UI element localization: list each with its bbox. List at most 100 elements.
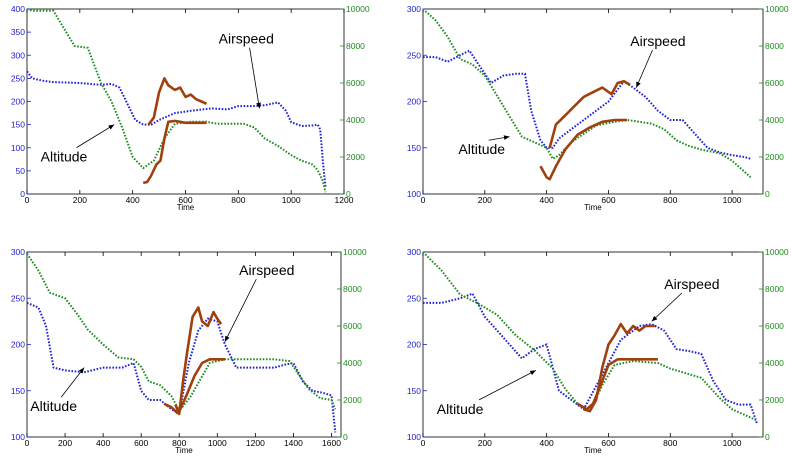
highlight-series-right xyxy=(163,357,225,415)
y-right-tick-label: 4000 xyxy=(343,358,362,368)
x-tick-label: 600 xyxy=(601,195,615,205)
y-left-tick-label: 300 xyxy=(11,50,25,60)
y-left-tick-label: 300 xyxy=(407,4,421,14)
y-right-tick-label: 6000 xyxy=(346,78,365,88)
annotation-arrow xyxy=(488,135,510,141)
y-right-tick-label: 2000 xyxy=(346,152,365,162)
x-axis-label: Time xyxy=(584,446,602,455)
y-right-tick-label: 2000 xyxy=(765,152,784,162)
y-left-tick-label: 250 xyxy=(11,293,25,303)
annotation-arrow xyxy=(76,124,115,148)
x-tick-label: 0 xyxy=(25,195,30,205)
y-left-tick-label: 100 xyxy=(407,432,421,442)
y-left-tick-label: 150 xyxy=(11,120,25,130)
y-right-tick-label: 10000 xyxy=(343,247,367,257)
annotation-label: Airspeed xyxy=(239,262,294,278)
annotation-arrow xyxy=(224,278,257,342)
x-tick-label: 0 xyxy=(421,195,426,205)
y-left-tick-label: 250 xyxy=(11,73,25,83)
y-left-tick-label: 100 xyxy=(11,432,25,442)
annotation-label: Altitude xyxy=(458,141,505,157)
x-tick-label: 1000 xyxy=(723,438,742,448)
annotation-label: Airspeed xyxy=(664,276,719,292)
y-left-tick-label: 100 xyxy=(11,143,25,153)
airspeed-series-left xyxy=(423,49,751,160)
y-right-tick-label: 4000 xyxy=(765,115,784,125)
plot-frame xyxy=(422,8,764,195)
annotation-label: Altitude xyxy=(41,149,88,165)
annotation-arrow xyxy=(635,49,653,88)
x-tick-label: 600 xyxy=(601,438,615,448)
annotation-arrow xyxy=(249,47,261,109)
y-left-tick-label: 150 xyxy=(11,386,25,396)
x-tick-label: 400 xyxy=(540,195,554,205)
panel-2: 0 200 400 600 800 1000 Time 100 150 200 250 300 0 200… xyxy=(407,4,789,212)
y-left-tick-label: 200 xyxy=(407,97,421,107)
x-tick-label: 600 xyxy=(134,438,148,448)
y-right-tick-label: 6000 xyxy=(765,78,784,88)
annotation-arrow xyxy=(478,370,537,401)
highlight-series-right xyxy=(576,357,658,411)
annotation-label: Airspeed xyxy=(219,31,274,47)
y-right-tick-label: 0 xyxy=(765,189,770,199)
y-left-tick-label: 200 xyxy=(11,340,25,350)
y-left-tick-label: 150 xyxy=(407,386,421,396)
y-right-tick-label: 8000 xyxy=(346,41,365,51)
annotation-arrow xyxy=(60,367,85,398)
y-left-tick-label: 300 xyxy=(407,247,421,257)
highlight-series-left xyxy=(548,79,631,149)
x-tick-label: 800 xyxy=(231,195,245,205)
y-left-tick-label: 300 xyxy=(11,247,25,257)
y-right-tick-label: 8000 xyxy=(343,284,362,294)
y-right-tick-label: 4000 xyxy=(765,358,784,368)
y-right-tick-label: 10000 xyxy=(765,4,789,14)
x-tick-label: 800 xyxy=(663,195,677,205)
x-tick-label: 1600 xyxy=(322,438,341,448)
y-left-tick-label: 50 xyxy=(16,166,26,176)
x-tick-label: 1400 xyxy=(284,438,303,448)
y-left-tick-label: 100 xyxy=(407,189,421,199)
x-tick-label: 200 xyxy=(58,438,72,448)
x-tick-label: 0 xyxy=(421,438,426,448)
airspeed-series-left xyxy=(26,301,337,433)
y-right-tick-label: 10000 xyxy=(346,4,370,14)
y-right-tick-label: 0 xyxy=(346,189,351,199)
y-right-tick-label: 0 xyxy=(343,432,348,442)
y-right-tick-label: 0 xyxy=(765,432,770,442)
y-left-tick-label: 200 xyxy=(407,340,421,350)
y-left-tick-label: 350 xyxy=(11,27,25,37)
y-right-tick-label: 8000 xyxy=(765,284,784,294)
x-tick-label: 1000 xyxy=(723,195,742,205)
annotation-arrow xyxy=(651,292,683,322)
panel-4: 0 200 400 600 800 1000 Time 100 150 200 250 300 0 200… xyxy=(407,247,789,455)
x-tick-label: 1000 xyxy=(282,195,301,205)
y-left-tick-label: 0 xyxy=(20,189,25,199)
x-tick-label: 400 xyxy=(126,195,140,205)
x-tick-label: 1200 xyxy=(335,195,354,205)
y-left-tick-label: 400 xyxy=(11,4,25,14)
x-axis-label: Time xyxy=(584,203,602,212)
y-right-tick-label: 6000 xyxy=(765,321,784,331)
x-tick-label: 800 xyxy=(172,438,186,448)
airspeed-series-left xyxy=(423,292,758,424)
x-axis-label: Time xyxy=(177,203,195,212)
y-right-tick-label: 10000 xyxy=(765,247,789,257)
x-tick-label: 0 xyxy=(25,438,30,448)
y-left-tick-label: 150 xyxy=(407,143,421,153)
highlight-series-right xyxy=(142,119,207,185)
airspeed-series-left xyxy=(26,70,327,188)
x-axis-label: Time xyxy=(175,446,193,455)
highlight-series-left xyxy=(174,306,223,416)
x-tick-label: 400 xyxy=(540,438,554,448)
x-tick-label: 600 xyxy=(178,195,192,205)
annotation-label: Airspeed xyxy=(630,33,685,49)
x-tick-label: 1000 xyxy=(208,438,227,448)
x-tick-label: 400 xyxy=(96,438,110,448)
annotation-label: Altitude xyxy=(437,401,484,417)
y-right-tick-label: 2000 xyxy=(343,395,362,405)
altitude-series-right xyxy=(26,8,327,193)
annotation-label: Altitude xyxy=(30,398,77,414)
y-right-tick-label: 2000 xyxy=(765,395,784,405)
x-tick-label: 200 xyxy=(478,438,492,448)
